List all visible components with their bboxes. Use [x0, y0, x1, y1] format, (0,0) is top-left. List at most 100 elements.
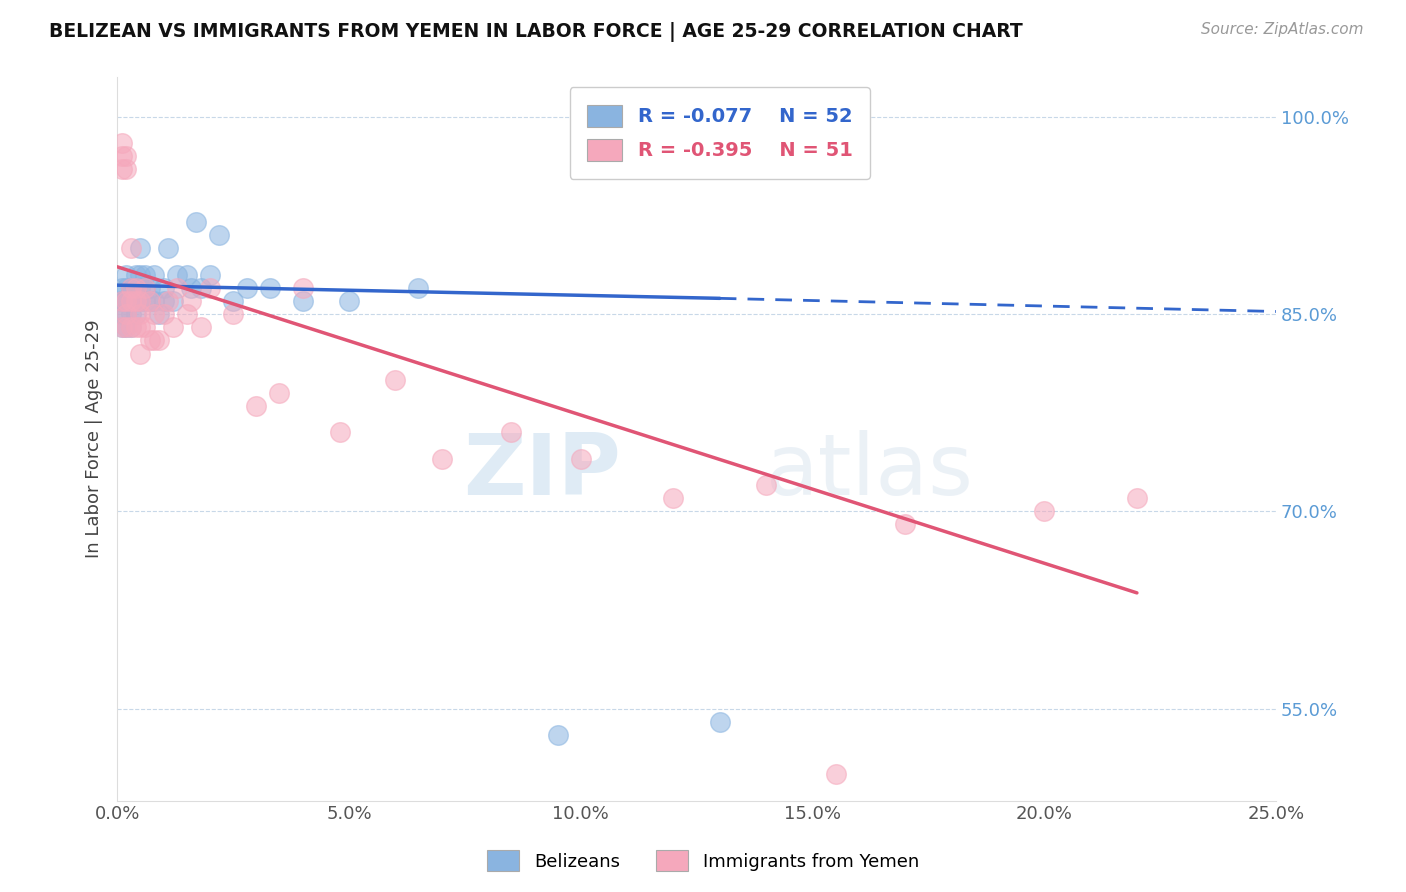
Point — [143, 307, 166, 321]
Point — [120, 293, 142, 308]
Legend: Belizeans, Immigrants from Yemen: Belizeans, Immigrants from Yemen — [479, 843, 927, 879]
Point — [111, 149, 134, 163]
Point — [120, 320, 142, 334]
Point — [162, 293, 184, 308]
Point — [120, 307, 142, 321]
Point — [120, 241, 142, 255]
Point — [129, 346, 152, 360]
Point — [111, 281, 134, 295]
Point — [111, 320, 134, 334]
Point — [222, 293, 245, 308]
Point — [120, 320, 142, 334]
Point — [152, 307, 174, 321]
Point — [111, 293, 134, 308]
Point — [148, 334, 170, 348]
Point — [125, 293, 148, 308]
Point — [115, 162, 138, 177]
Point — [198, 268, 221, 282]
Point — [143, 293, 166, 308]
Point — [138, 334, 160, 348]
Point — [198, 281, 221, 295]
Point — [111, 162, 134, 177]
Point — [152, 281, 174, 295]
Point — [134, 320, 156, 334]
Point — [134, 281, 156, 295]
Point — [134, 293, 156, 308]
Point — [115, 307, 138, 321]
Point — [157, 293, 180, 308]
Point — [115, 293, 138, 308]
Point — [129, 293, 152, 308]
Text: ZIP: ZIP — [464, 430, 621, 513]
Point — [166, 281, 188, 295]
Point — [143, 268, 166, 282]
Point — [143, 334, 166, 348]
Point — [269, 386, 291, 401]
Point — [111, 307, 134, 321]
Text: atlas: atlas — [766, 430, 974, 513]
Point — [115, 149, 138, 163]
Point — [120, 281, 142, 295]
Point — [176, 307, 198, 321]
Point — [894, 517, 917, 532]
Point — [115, 307, 138, 321]
Point — [148, 307, 170, 321]
Point — [115, 268, 138, 282]
Y-axis label: In Labor Force | Age 25-29: In Labor Force | Age 25-29 — [86, 319, 103, 558]
Point — [115, 293, 138, 308]
Point — [138, 293, 160, 308]
Point — [408, 281, 430, 295]
Point — [547, 728, 569, 742]
Point — [162, 320, 184, 334]
Point — [120, 293, 142, 308]
Point — [1126, 491, 1149, 506]
Point — [208, 228, 231, 243]
Point — [824, 767, 846, 781]
Point — [134, 281, 156, 295]
Point — [1033, 504, 1056, 518]
Text: Source: ZipAtlas.com: Source: ZipAtlas.com — [1201, 22, 1364, 37]
Point — [125, 268, 148, 282]
Point — [120, 281, 142, 295]
Point — [180, 293, 202, 308]
Point — [291, 293, 314, 308]
Point — [115, 320, 138, 334]
Point — [125, 281, 148, 295]
Point — [176, 268, 198, 282]
Legend: R = -0.077    N = 52, R = -0.395    N = 51: R = -0.077 N = 52, R = -0.395 N = 51 — [569, 87, 870, 178]
Point — [662, 491, 685, 506]
Point — [111, 320, 134, 334]
Point — [430, 451, 453, 466]
Point — [384, 373, 406, 387]
Point — [501, 425, 523, 440]
Point — [152, 293, 174, 308]
Point — [291, 281, 314, 295]
Point — [138, 281, 160, 295]
Point — [129, 320, 152, 334]
Point — [125, 307, 148, 321]
Point — [129, 307, 152, 321]
Point — [245, 399, 267, 413]
Point — [115, 293, 138, 308]
Point — [125, 281, 148, 295]
Point — [569, 451, 592, 466]
Point — [129, 241, 152, 255]
Point — [222, 307, 245, 321]
Point — [337, 293, 360, 308]
Point — [166, 268, 188, 282]
Point — [157, 241, 180, 255]
Point — [709, 714, 731, 729]
Point — [120, 281, 142, 295]
Point — [115, 281, 138, 295]
Point — [190, 320, 212, 334]
Point — [236, 281, 259, 295]
Point — [134, 268, 156, 282]
Point — [329, 425, 352, 440]
Point — [138, 293, 160, 308]
Point — [125, 293, 148, 308]
Point — [180, 281, 202, 295]
Text: BELIZEAN VS IMMIGRANTS FROM YEMEN IN LABOR FORCE | AGE 25-29 CORRELATION CHART: BELIZEAN VS IMMIGRANTS FROM YEMEN IN LAB… — [49, 22, 1024, 42]
Point — [111, 293, 134, 308]
Point — [115, 320, 138, 334]
Point — [125, 320, 148, 334]
